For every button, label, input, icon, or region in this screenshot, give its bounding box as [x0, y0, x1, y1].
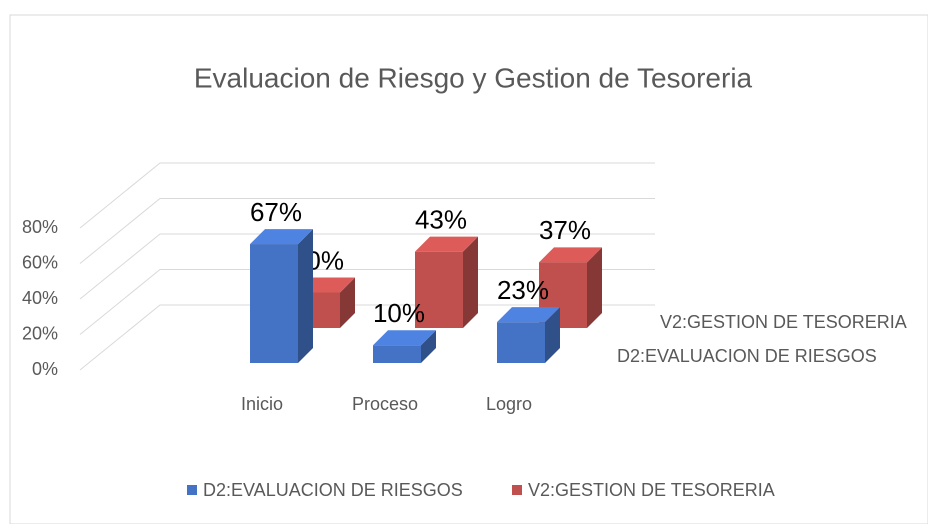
- legend-swatch: [187, 485, 197, 495]
- y-tick-label: 80%: [22, 217, 58, 237]
- bar-top: [415, 236, 478, 252]
- y-tick-label: 20%: [22, 323, 58, 343]
- grid-line: [79, 162, 655, 229]
- legend-label: D2:EVALUACION DE RIESGOS: [203, 480, 463, 500]
- legend-swatch: [512, 485, 522, 495]
- y-tick-label: 40%: [22, 288, 58, 308]
- value-label: 67%: [250, 197, 302, 227]
- bar: [497, 322, 545, 363]
- value-label: 10%: [373, 298, 425, 328]
- bar: [415, 251, 463, 328]
- bar-top: [373, 330, 436, 346]
- bar-side: [587, 247, 602, 328]
- bar-side: [340, 277, 355, 328]
- value-label: 23%: [497, 275, 549, 305]
- grid-line: [79, 269, 655, 335]
- bar: [250, 244, 298, 363]
- bar-top: [539, 247, 602, 263]
- y-tick-label: 60%: [22, 252, 58, 272]
- bar-side: [545, 307, 560, 363]
- y-tick-label: 0%: [32, 359, 58, 379]
- x-tick-label: Inicio: [241, 394, 283, 414]
- chart-title: Evaluacion de Riesgo y Gestion de Tesore…: [194, 62, 753, 93]
- bar-side: [463, 236, 478, 328]
- value-label: 37%: [539, 215, 591, 245]
- bar: [373, 345, 421, 363]
- x-tick-label: Proceso: [352, 394, 418, 414]
- value-label: 43%: [415, 205, 467, 235]
- bar-top: [250, 229, 313, 245]
- grid-line: [79, 304, 655, 371]
- bar-side: [298, 229, 313, 363]
- depth-label: D2:EVALUACION DE RIESGOS: [617, 346, 877, 366]
- grid-line: [79, 198, 655, 264]
- bar-top: [497, 307, 560, 323]
- x-tick-label: Logro: [486, 394, 532, 414]
- bar-side: [421, 330, 436, 363]
- depth-label: V2:GESTION DE TESORERIA: [660, 312, 907, 332]
- grid-line: [79, 233, 655, 300]
- legend-label: V2:GESTION DE TESORERIA: [528, 480, 775, 500]
